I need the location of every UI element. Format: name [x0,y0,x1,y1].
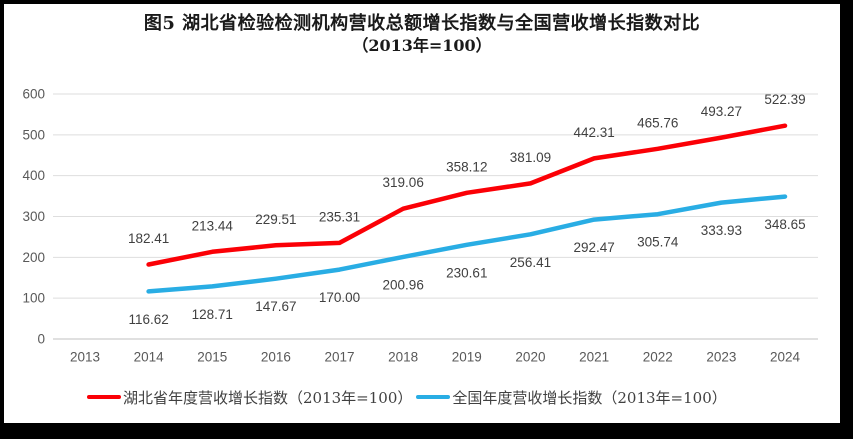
legend-label-hubei: 湖北省年度营收增长指数（2013年=100） [123,388,413,407]
x-tick-label: 2015 [197,350,227,365]
data-label: 116.62 [128,312,168,327]
window-border-top [0,0,853,4]
data-label: 170.00 [319,290,360,305]
data-label: 292.47 [573,240,614,255]
data-label: 319.06 [383,175,424,190]
x-tick-label: 2024 [770,350,801,365]
data-label: 200.96 [383,277,424,292]
data-label: 256.41 [510,255,551,270]
data-label: 128.71 [192,307,233,322]
legend-line-swatch-national [416,395,451,399]
legend-label-national: 全国年度营收增长指数（2013年=100） [452,388,727,407]
data-label: 235.31 [319,209,360,224]
y-tick-label: 400 [22,168,45,183]
data-label: 147.67 [255,299,296,314]
chart-title: 图5 湖北省检验检测机构营收总额增长指数与全国营收增长指数对比 [143,13,701,34]
data-label: 305.74 [637,235,679,250]
y-tick-label: 600 [22,87,45,102]
x-tick-label: 2023 [706,350,736,365]
window-border-right [840,0,853,439]
x-tick-label: 2022 [643,350,673,365]
y-tick-label: 100 [22,291,45,306]
window-border-bottom [0,423,853,439]
window-border-left [0,0,4,439]
x-tick-label: 2021 [579,350,609,365]
y-tick-label: 500 [22,127,45,142]
x-tick-label: 2019 [452,350,482,365]
x-tick-label: 2014 [134,350,165,365]
x-tick-label: 2013 [70,350,100,365]
chart-subtitle: （2013年=100） [352,36,492,55]
y-tick-label: 200 [22,250,45,265]
national-series-line [146,194,788,294]
data-label: 358.12 [446,159,487,174]
data-label: 213.44 [192,218,234,233]
data-label: 348.65 [764,217,805,232]
x-tick-label: 2020 [515,350,545,365]
data-label: 381.09 [510,150,551,165]
legend-line-swatch-hubei [87,395,121,399]
data-label: 442.31 [573,125,614,140]
data-label: 182.41 [128,231,169,246]
hubei-series-line [146,123,788,267]
data-label: 522.39 [764,92,805,107]
x-tick-label: 2016 [261,350,291,365]
data-label: 493.27 [701,104,742,119]
y-tick-label: 0 [37,332,45,347]
y-tick-label: 300 [22,209,45,224]
data-label: 230.61 [446,265,487,280]
data-label: 465.76 [637,115,678,130]
x-tick-label: 2018 [388,350,418,365]
chart-legend: 湖北省年度营收增长指数（2013年=100） 全国年度营收增长指数（2013年=… [87,388,727,407]
data-label: 229.51 [255,212,296,227]
data-label: 333.93 [701,223,742,238]
x-tick-label: 2017 [325,350,355,365]
